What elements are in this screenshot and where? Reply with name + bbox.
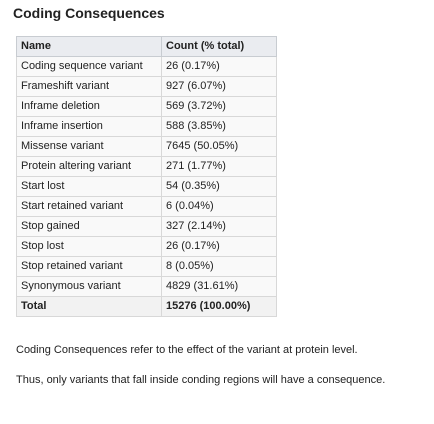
table-row: Start retained variant 6 (0.04%) [16, 196, 277, 217]
column-header-count: Count (% total) [161, 36, 277, 57]
table-row: Protein altering variant 271 (1.77%) [16, 156, 277, 177]
note-paragraph: Thus, only variants that fall inside con… [16, 374, 386, 386]
table-total-row: Total 15276 (100.00%) [16, 296, 277, 317]
row-name-cell: Start lost [16, 176, 162, 197]
table-row: Stop lost 26 (0.17%) [16, 236, 277, 257]
note-paragraph: Coding Consequences refer to the effect … [16, 344, 358, 356]
row-name-cell: Inframe deletion [16, 96, 162, 117]
section-title: Coding Consequences [13, 5, 165, 21]
total-name-cell: Total [16, 296, 162, 317]
row-count-cell: 588 (3.85%) [161, 116, 277, 137]
column-header-name: Name [16, 36, 162, 57]
row-count-cell: 6 (0.04%) [161, 196, 277, 217]
row-count-cell: 569 (3.72%) [161, 96, 277, 117]
row-name-cell: Stop lost [16, 236, 162, 257]
notes-section: Coding Consequences refer to the effect … [16, 342, 385, 402]
row-count-cell: 327 (2.14%) [161, 216, 277, 237]
row-name-cell: Stop retained variant [16, 256, 162, 277]
row-count-cell: 54 (0.35%) [161, 176, 277, 197]
total-count-cell: 15276 (100.00%) [161, 296, 277, 317]
row-count-cell: 26 (0.17%) [161, 236, 277, 257]
row-name-cell: Stop gained [16, 216, 162, 237]
table-row: Inframe insertion 588 (3.85%) [16, 116, 277, 137]
row-count-cell: 4829 (31.61%) [161, 276, 277, 297]
table-row: Stop retained variant 8 (0.05%) [16, 256, 277, 277]
table-row: Inframe deletion 569 (3.72%) [16, 96, 277, 117]
consequences-table: Name Count (% total) Coding sequence var… [16, 36, 277, 317]
row-name-cell: Coding sequence variant [16, 56, 162, 77]
row-count-cell: 271 (1.77%) [161, 156, 277, 177]
row-name-cell: Start retained variant [16, 196, 162, 217]
table-row: Stop gained 327 (2.14%) [16, 216, 277, 237]
table-row: Start lost 54 (0.35%) [16, 176, 277, 197]
table-row: Missense variant 7645 (50.05%) [16, 136, 277, 157]
row-name-cell: Missense variant [16, 136, 162, 157]
row-count-cell: 7645 (50.05%) [161, 136, 277, 157]
row-name-cell: Protein altering variant [16, 156, 162, 177]
row-count-cell: 26 (0.17%) [161, 56, 277, 77]
row-count-cell: 8 (0.05%) [161, 256, 277, 277]
row-count-cell: 927 (6.07%) [161, 76, 277, 97]
row-name-cell: Inframe insertion [16, 116, 162, 137]
table-row: Frameshift variant 927 (6.07%) [16, 76, 277, 97]
table-header-row: Name Count (% total) [16, 36, 277, 57]
row-name-cell: Synonymous variant [16, 276, 162, 297]
consequences-table-container: Name Count (% total) Coding sequence var… [16, 36, 277, 317]
row-name-cell: Frameshift variant [16, 76, 162, 97]
table-row: Synonymous variant 4829 (31.61%) [16, 276, 277, 297]
table-row: Coding sequence variant 26 (0.17%) [16, 56, 277, 77]
